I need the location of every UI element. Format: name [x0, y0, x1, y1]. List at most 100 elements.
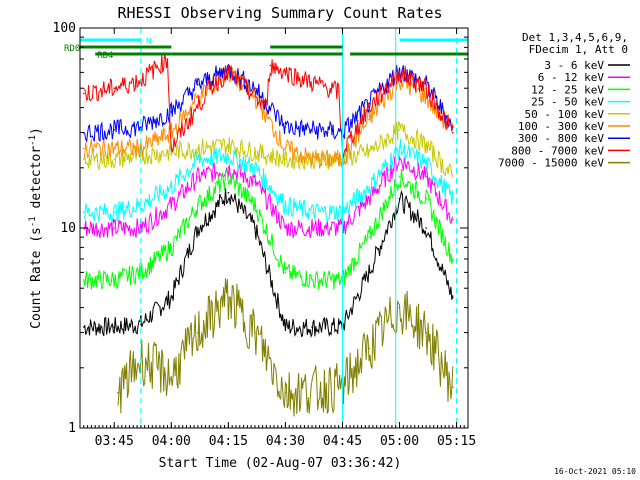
series-line — [83, 121, 454, 177]
x-tick-label: 04:45 — [323, 434, 362, 449]
data-point — [425, 162, 428, 165]
series-line — [83, 188, 454, 339]
data-point — [140, 204, 142, 206]
data-point — [227, 176, 230, 178]
data-point — [83, 326, 85, 328]
legend-entry: 800 - 7000 keV — [511, 144, 630, 157]
flag-label: RD0 — [64, 44, 80, 54]
data-point — [303, 79, 306, 81]
data-point — [368, 186, 370, 188]
flag-label: RD4 — [97, 51, 113, 61]
data-point — [368, 271, 370, 274]
legend: Det 1,3,4,5,6,9, FDecim 1, Att 0 3 - 6 k… — [498, 31, 630, 170]
legend-header-2: FDecim 1, Att 0 — [529, 43, 628, 56]
data-point — [197, 147, 199, 150]
data-point — [368, 198, 370, 200]
data-point — [170, 147, 173, 150]
flag-n: N — [80, 37, 468, 47]
data-point — [425, 331, 428, 334]
data-point — [113, 158, 115, 161]
y-axis-label: Count Rate (s-1 detector-1) — [28, 127, 44, 329]
y-tick-label: 100 — [53, 21, 76, 36]
legend-entry: 300 - 800 keV — [518, 132, 630, 145]
data-point — [398, 68, 401, 71]
y-tick-label: 1 — [68, 421, 76, 436]
data-point — [83, 158, 85, 161]
footer-date: 16-Oct-2021 05:10 — [554, 467, 636, 476]
data-point — [265, 106, 268, 109]
data-point — [170, 131, 173, 134]
legend-label: 50 - 100 keV — [525, 108, 605, 121]
axis-layer: 03:45 04:00 04:15 04:30 04:45 05:00 05:15 1 10 10… — [53, 21, 477, 449]
data-point — [311, 227, 313, 229]
data-point — [425, 176, 428, 178]
data-point — [197, 176, 199, 178]
x-tick-label: 05:15 — [437, 434, 476, 449]
data-point — [452, 198, 454, 200]
data-point — [113, 227, 115, 229]
data-point — [113, 211, 115, 213]
data-point — [83, 279, 85, 281]
data-point — [269, 64, 272, 67]
data-point — [170, 111, 173, 113]
series-line — [83, 138, 454, 223]
data-point — [284, 126, 287, 128]
legend-label: 12 - 25 keV — [531, 83, 604, 96]
series-line — [83, 168, 454, 290]
data-point — [368, 151, 370, 153]
data-point — [170, 376, 173, 378]
data-point — [197, 158, 199, 161]
data-point — [227, 144, 230, 146]
data-point — [311, 158, 313, 161]
data-point — [113, 279, 115, 281]
legend-entry: 25 - 50 keV — [531, 96, 630, 109]
data-point — [368, 347, 370, 350]
data-point — [452, 176, 454, 178]
data-point — [425, 227, 428, 229]
data-point — [113, 128, 115, 131]
legend-header-1: Det 1,3,4,5,6,9, — [522, 31, 628, 44]
data-point — [311, 211, 313, 213]
series-12-25-kev — [83, 168, 454, 290]
flag-label: N — [146, 37, 151, 47]
data-point — [284, 204, 287, 206]
data-point — [311, 279, 313, 281]
legend-label: 300 - 800 keV — [518, 132, 604, 145]
data-point — [170, 204, 173, 206]
data-point — [284, 271, 287, 274]
data-point — [227, 154, 230, 157]
data-point — [425, 87, 428, 89]
y-tick-label: 10 — [60, 221, 76, 236]
data-point — [140, 126, 142, 128]
data-point — [452, 296, 454, 299]
legend-entry: 7000 - 15000 keV — [498, 157, 630, 170]
data-point — [311, 326, 313, 328]
data-point — [254, 204, 256, 206]
data-point — [113, 147, 115, 150]
legend-entry: 100 - 300 keV — [518, 120, 630, 133]
series-6-12-kev — [83, 155, 454, 239]
legend-label: 100 - 300 keV — [518, 120, 604, 133]
data-point — [83, 92, 85, 95]
x-tick-label: 03:45 — [95, 434, 134, 449]
data-point — [368, 106, 370, 109]
data-point — [117, 392, 119, 394]
series-line — [83, 155, 454, 239]
series-800-7000-kev — [83, 53, 454, 158]
legend-label: 7000 - 15000 keV — [498, 157, 604, 170]
data-point — [284, 392, 287, 394]
legend-entry: 3 - 6 keV — [544, 59, 630, 72]
data-point — [254, 181, 256, 183]
data-point — [208, 87, 211, 89]
chart-title: RHESSI Observing Summary Count Rates — [117, 4, 442, 22]
data-point — [337, 91, 340, 93]
series-layer — [83, 53, 454, 417]
data-point — [425, 198, 428, 200]
series-line — [117, 278, 454, 417]
data-point — [227, 296, 230, 299]
data-point — [197, 227, 199, 229]
x-axis-label: Start Time (02-Aug-07 03:36:42) — [159, 456, 402, 471]
data-point — [398, 128, 401, 131]
data-point — [398, 176, 401, 178]
data-point — [166, 58, 169, 60]
